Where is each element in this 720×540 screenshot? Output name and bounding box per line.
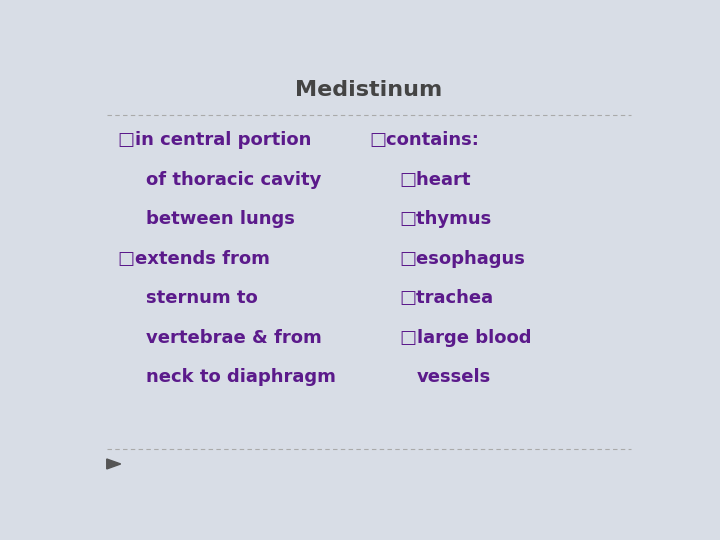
Text: of thoracic cavity: of thoracic cavity — [145, 171, 321, 189]
Text: □large blood: □large blood — [400, 329, 531, 347]
Polygon shape — [107, 459, 121, 469]
Text: □heart: □heart — [400, 171, 471, 189]
Text: vessels: vessels — [416, 368, 491, 386]
Text: between lungs: between lungs — [145, 211, 294, 228]
Text: vertebrae & from: vertebrae & from — [145, 329, 322, 347]
Text: □trachea: □trachea — [400, 289, 494, 307]
Text: □contains:: □contains: — [369, 131, 479, 150]
Text: □esophagus: □esophagus — [400, 250, 526, 268]
Text: □thymus: □thymus — [400, 211, 492, 228]
Text: sternum to: sternum to — [145, 289, 258, 307]
Text: □extends from: □extends from — [118, 250, 270, 268]
Text: Medistinum: Medistinum — [295, 80, 443, 100]
Text: □in central portion: □in central portion — [118, 131, 311, 150]
Text: neck to diaphragm: neck to diaphragm — [145, 368, 336, 386]
